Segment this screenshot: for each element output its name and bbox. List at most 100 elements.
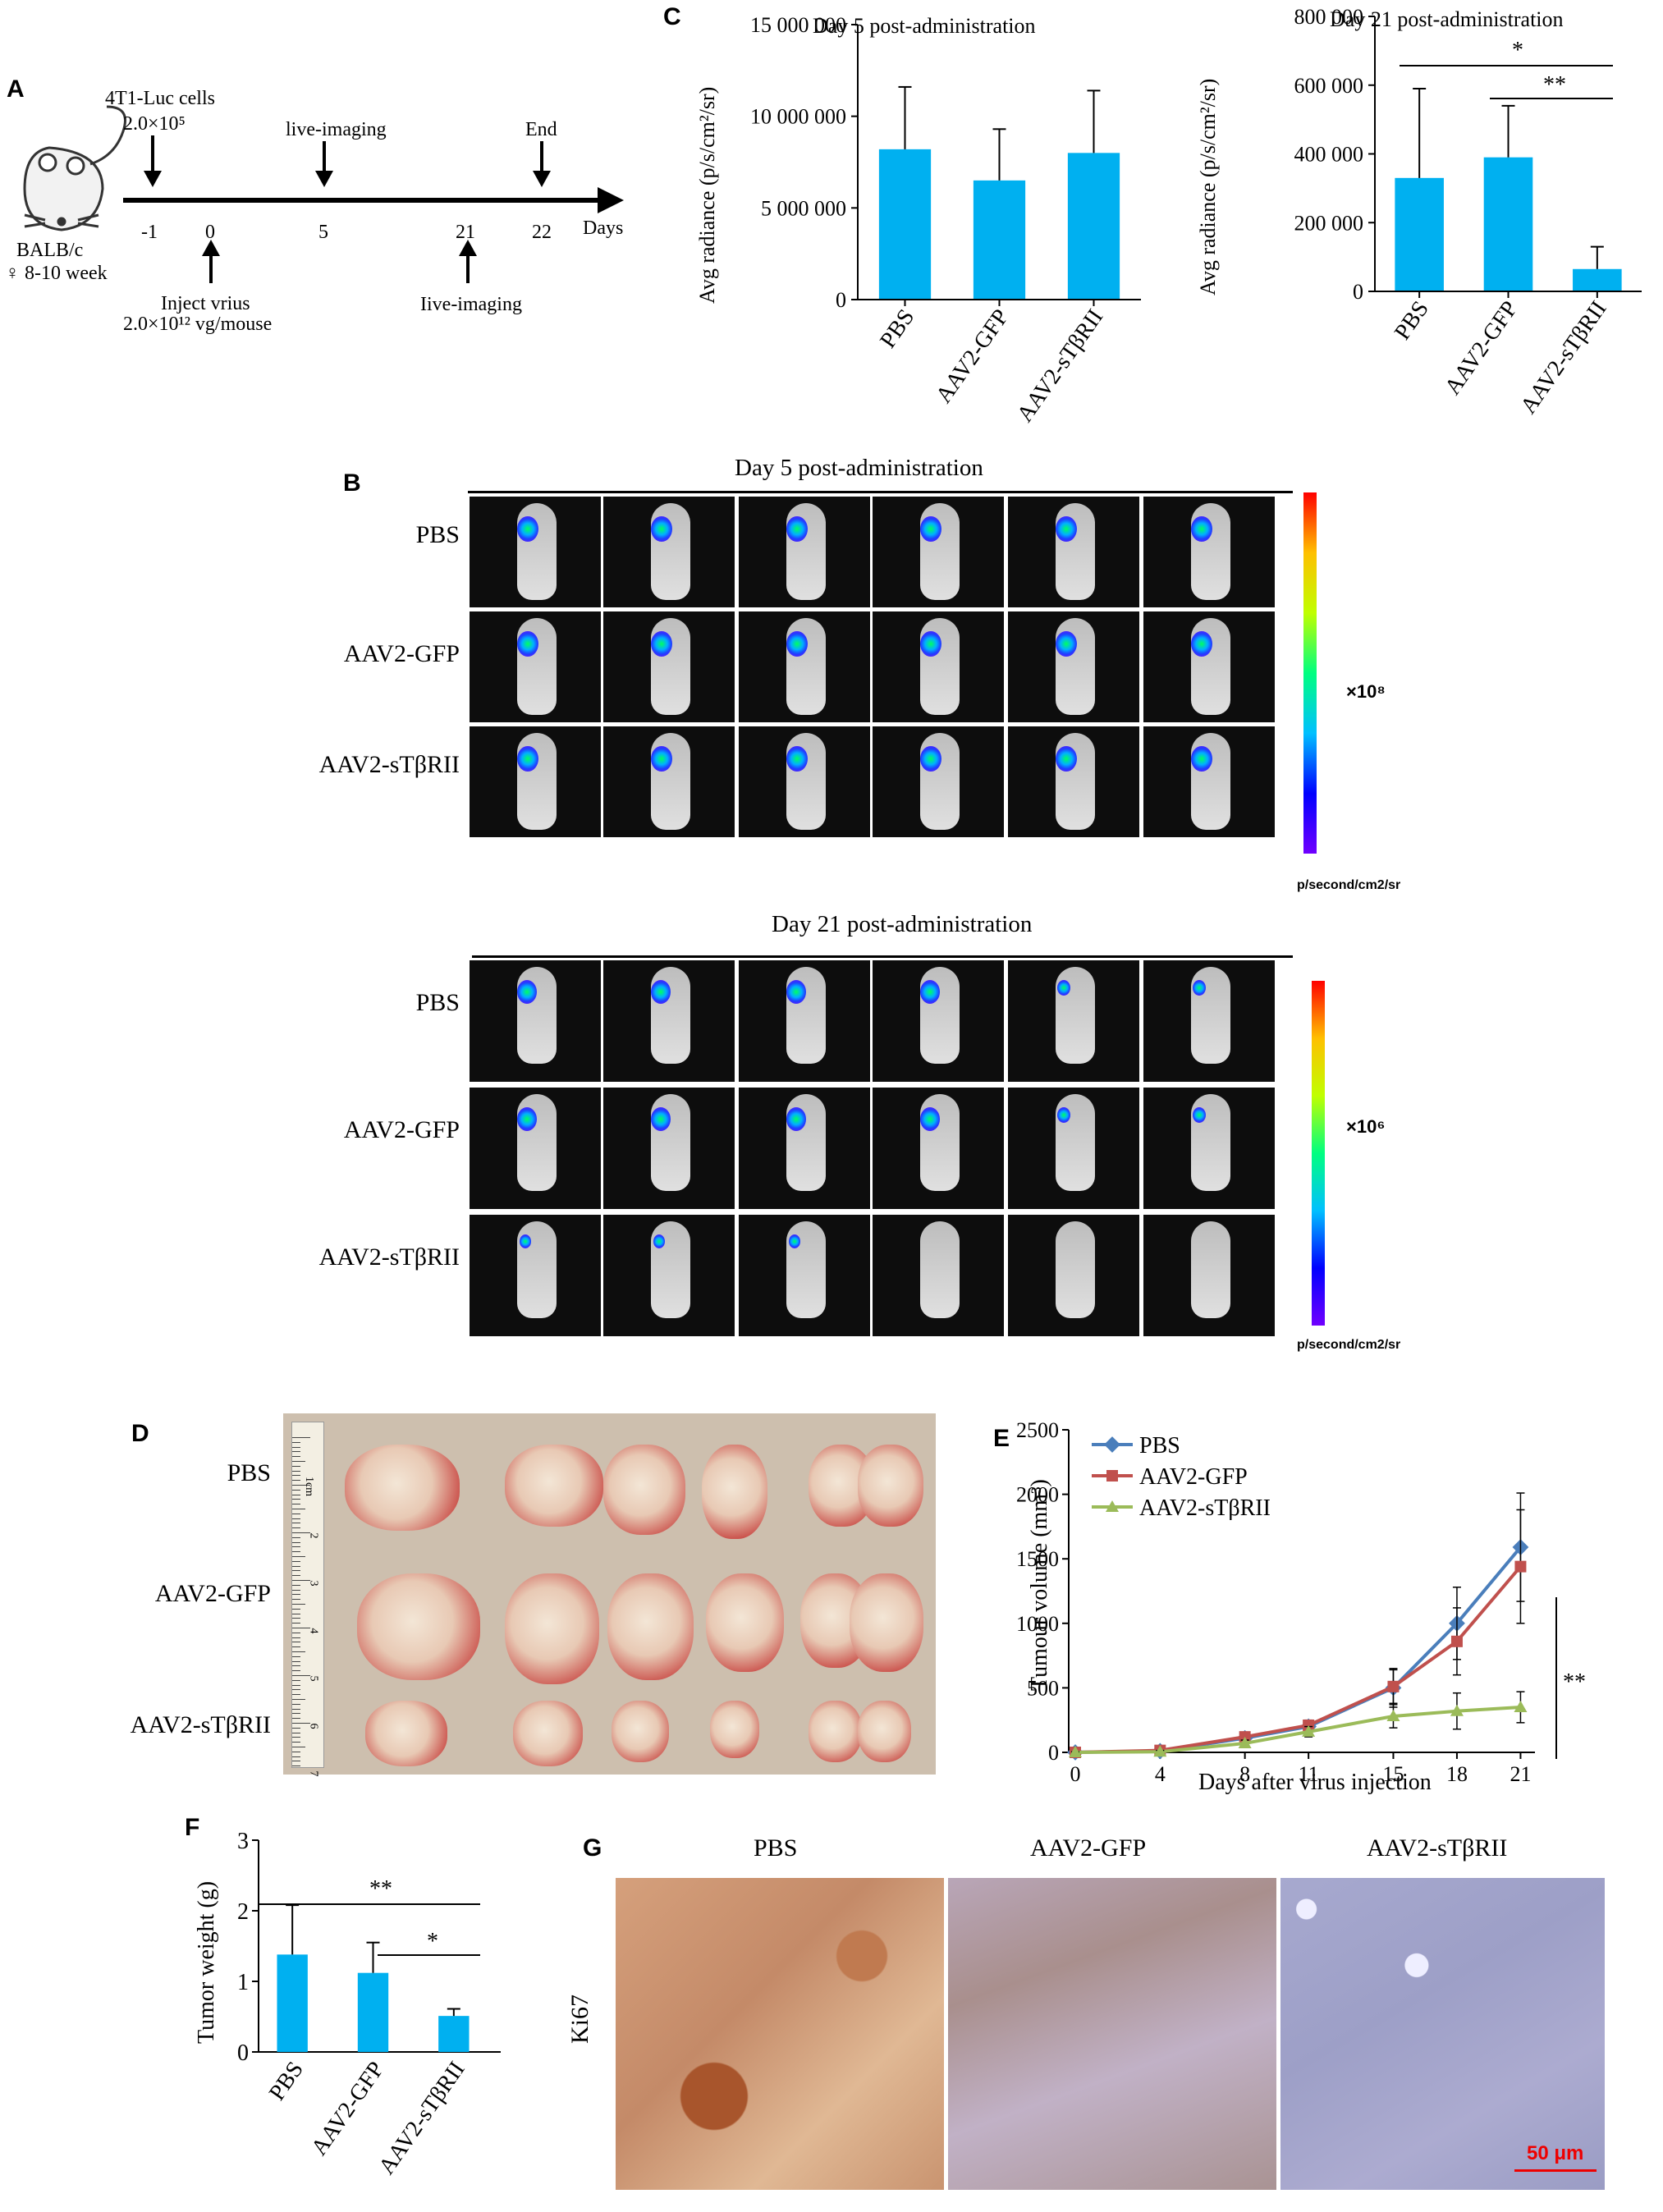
ruler-tick-label: 2 bbox=[307, 1532, 320, 1539]
b-image-cell bbox=[470, 611, 601, 722]
tumor-sample bbox=[505, 1445, 603, 1527]
b-image-cell bbox=[739, 611, 870, 722]
tumor-sample bbox=[603, 1445, 685, 1535]
luminescence-spot bbox=[788, 1234, 800, 1248]
chart-e-sig: ** bbox=[1563, 1669, 1586, 1695]
b-image-cell bbox=[1143, 1088, 1275, 1209]
b-image-cell bbox=[603, 1088, 735, 1209]
e-point bbox=[1450, 1635, 1463, 1647]
ruler-tick-label: 3 bbox=[307, 1580, 320, 1587]
tumor-sample bbox=[505, 1573, 599, 1684]
mouse-strain: BALB/c bbox=[16, 240, 83, 261]
luminescence-spot bbox=[651, 1107, 671, 1131]
luminescence-spot bbox=[516, 631, 538, 657]
tumor-sample bbox=[706, 1573, 784, 1672]
panel-label-b: B bbox=[343, 469, 361, 497]
tick-5: 5 bbox=[318, 222, 328, 243]
chart-c-day21: Day 21 post-administration Avg radiance … bbox=[1196, 5, 1642, 419]
mouse-silhouette bbox=[1056, 1221, 1095, 1318]
mouse-silhouette bbox=[920, 1221, 960, 1318]
ruler-tick-label: 6 bbox=[307, 1723, 320, 1729]
ruler-tick-label: 5 bbox=[307, 1675, 320, 1682]
f-xtick: AAV2-GFP bbox=[306, 2057, 389, 2160]
c21-ytick: 200 000 bbox=[1294, 211, 1364, 235]
b-image-cell bbox=[1008, 497, 1139, 607]
scale-bar-day5 bbox=[1303, 492, 1317, 854]
luminescence-spot bbox=[786, 746, 808, 772]
chart-c-day21-ylabel: Avg radiance (p/s/cm²/sr) bbox=[1196, 79, 1220, 295]
tumor-sample bbox=[612, 1701, 669, 1762]
day21-title: Day 21 post-administration bbox=[772, 911, 1033, 937]
luminescence-spot bbox=[650, 746, 672, 772]
d-row-pbs: PBS bbox=[227, 1459, 271, 1486]
chart-e-ylabel: Tumour volume (mm³) bbox=[1027, 1479, 1052, 1691]
luminescence-spot bbox=[1190, 516, 1212, 543]
luminescence-spot bbox=[920, 980, 940, 1004]
tumor-sample bbox=[809, 1701, 862, 1762]
cells-dose: 2.0×10⁵ bbox=[123, 113, 186, 135]
c21-bar bbox=[1483, 157, 1533, 291]
luminescence-spot bbox=[1190, 746, 1212, 772]
luminescence-spot bbox=[519, 1234, 531, 1248]
b-image-cell bbox=[1008, 1215, 1139, 1336]
e-ytick: 1500 bbox=[1016, 1547, 1059, 1571]
luminescence-spot bbox=[1193, 980, 1206, 996]
b-image-cell bbox=[470, 960, 601, 1082]
tick-22: 22 bbox=[532, 222, 552, 243]
e-point bbox=[1514, 1700, 1528, 1712]
c5-xtick: AAV2-GFP bbox=[931, 305, 1014, 408]
b-image-cell bbox=[739, 497, 870, 607]
chart-f-ylabel: Tumor weight (g) bbox=[194, 1881, 219, 2044]
luminescence-spot bbox=[653, 1234, 665, 1248]
luminescence-spot bbox=[1057, 1107, 1070, 1124]
e-ytick: 2500 bbox=[1016, 1418, 1059, 1442]
f-ytick: 0 bbox=[237, 2040, 249, 2066]
luminescence-spot bbox=[1055, 631, 1077, 657]
scale-day5: ×10⁸ bbox=[1346, 681, 1386, 702]
f-xtick: AAV2-sTβRII bbox=[373, 2057, 470, 2179]
ruler-unit: 1cm bbox=[303, 1476, 316, 1497]
luminescence-spot bbox=[1055, 746, 1077, 772]
c5-xtick: PBS bbox=[875, 305, 919, 353]
chart-c-day5-ylabel: Avg radiance (p/s/cm²/sr) bbox=[695, 87, 719, 304]
b-image-cell bbox=[603, 497, 735, 607]
e-series-line bbox=[1074, 1546, 1522, 1754]
imaging-panel: Day 5 post-administration Day 21 post-ad… bbox=[0, 443, 1663, 1371]
tumor-sample bbox=[702, 1445, 767, 1539]
mouse-icon bbox=[23, 105, 126, 231]
tumor-sample bbox=[850, 1573, 923, 1672]
e-point bbox=[1153, 1745, 1167, 1757]
b-image-cell bbox=[873, 497, 1004, 607]
b-image-cell bbox=[739, 1088, 870, 1209]
b-row-label: AAV2-GFP bbox=[343, 640, 460, 667]
c21-ytick: 400 000 bbox=[1294, 143, 1364, 167]
luminescence-spot bbox=[517, 980, 537, 1004]
live-imaging-bottom: Iive-imaging bbox=[420, 294, 522, 315]
g-col-pbs: PBS bbox=[754, 1834, 798, 1862]
c5-ytick: 0 bbox=[836, 288, 846, 312]
day21-rule bbox=[472, 955, 1293, 958]
e-point bbox=[1514, 1560, 1527, 1573]
b-image-cell bbox=[1143, 726, 1275, 837]
chart-f: Tumor weight (g) 0 1 2 3 PBSAAV2-GFPAAV2-sT… bbox=[194, 1830, 501, 2179]
sig-top-f: ** bbox=[369, 1876, 392, 1902]
g-col-gfp: AAV2-GFP bbox=[1030, 1834, 1147, 1862]
c5-ytick: 5 000 000 bbox=[761, 196, 846, 220]
c5-ytick: 15 000 000 bbox=[750, 13, 846, 37]
luminescence-spot bbox=[920, 1107, 940, 1131]
b-image-cell bbox=[739, 726, 870, 837]
c5-bar bbox=[878, 149, 932, 300]
d-row-stbrii: AAV2-sTβRII bbox=[130, 1711, 271, 1738]
f-ytick: 1 bbox=[237, 1970, 249, 1995]
timeline-axis-label: Days bbox=[583, 218, 623, 239]
tick-minus1: -1 bbox=[141, 222, 158, 243]
e-point bbox=[1069, 1746, 1082, 1757]
e-legend-entry: AAV2-GFP bbox=[1139, 1464, 1248, 1490]
chart-e-xlabel: Days after virus injection bbox=[1198, 1770, 1432, 1795]
luminescence-spot bbox=[651, 980, 671, 1004]
luminescence-spot bbox=[919, 746, 941, 772]
b-row-label: AAV2-sTβRII bbox=[318, 751, 460, 778]
f-bar bbox=[357, 1972, 389, 2052]
c21-xtick: PBS bbox=[1390, 296, 1434, 345]
c21-bar bbox=[1395, 177, 1444, 291]
